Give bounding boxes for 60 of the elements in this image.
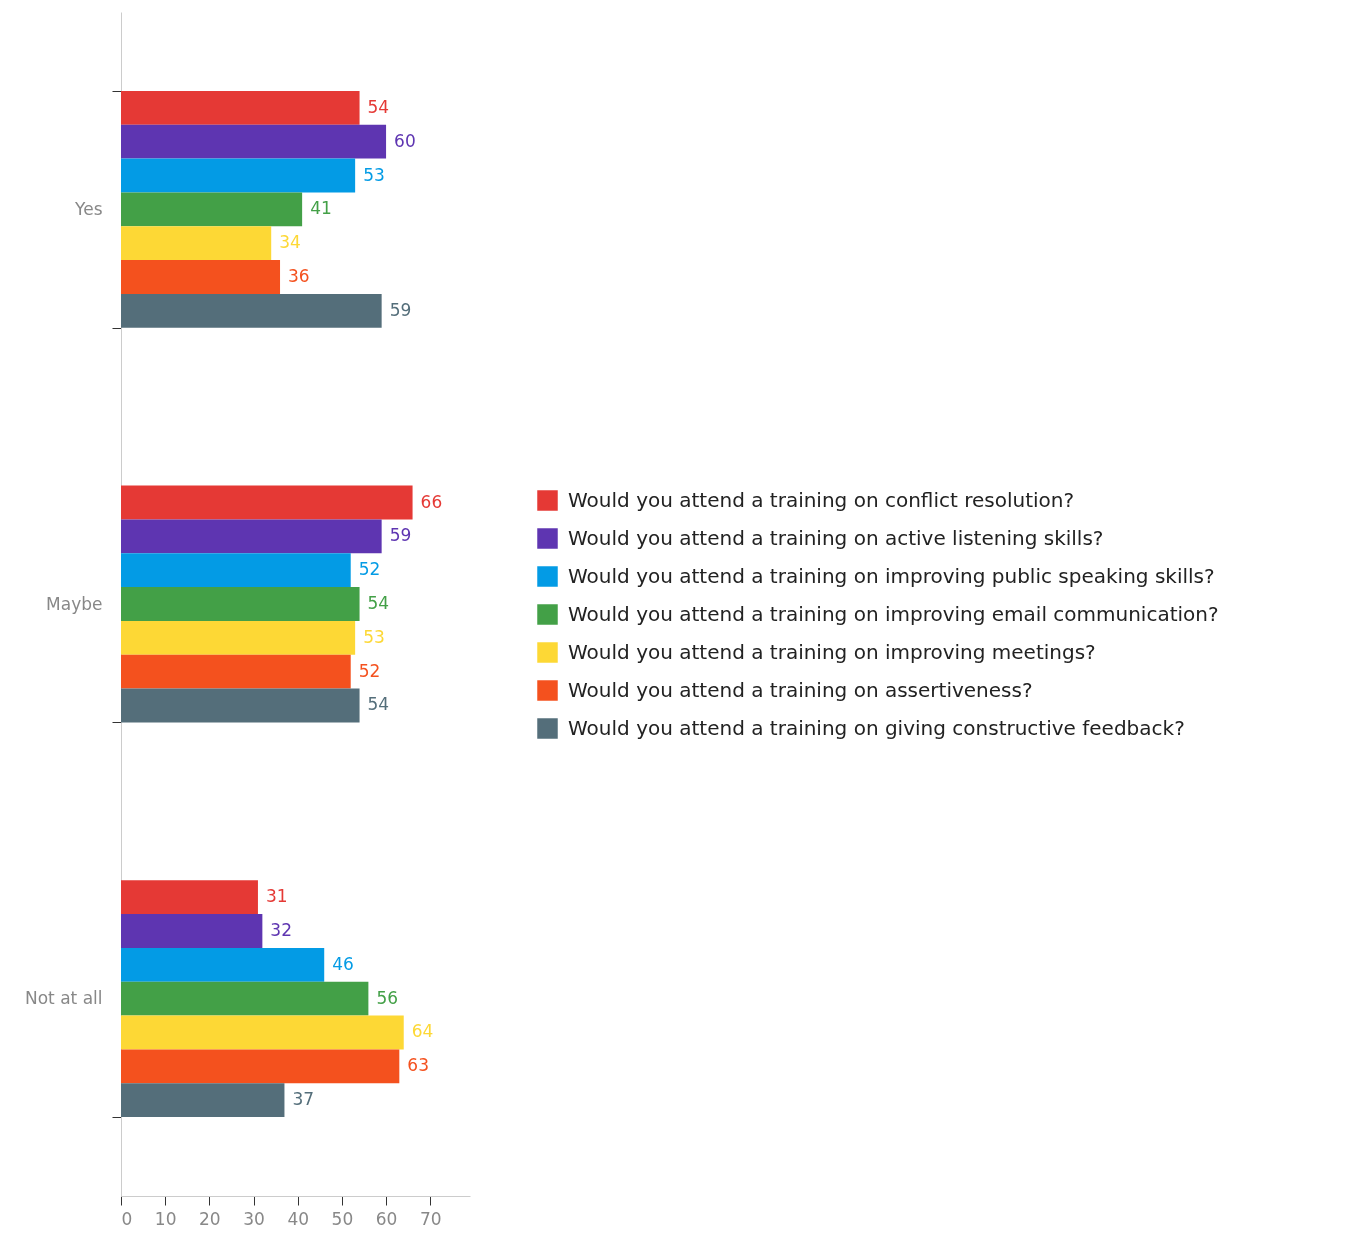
data-label: 52 [358, 660, 381, 681]
x-tick-label: 0 [121, 1208, 133, 1229]
x-tick-label: 10 [154, 1208, 177, 1229]
x-tick-label: 40 [287, 1208, 310, 1229]
legend-label: Would you attend a training on conflict resolution? [568, 487, 1075, 512]
bar [121, 1083, 285, 1118]
data-label: 60 [394, 130, 416, 151]
data-label: 63 [407, 1055, 429, 1076]
x-tick-label: 20 [199, 1208, 221, 1229]
data-label: 34 [279, 232, 301, 253]
data-label: 59 [389, 525, 412, 546]
legend-label: Would you attend a training on improving meetings? [568, 639, 1096, 664]
bar [121, 124, 387, 159]
bar [121, 260, 281, 294]
bar [121, 947, 325, 982]
bar [121, 1015, 404, 1050]
data-label: 52 [358, 559, 381, 580]
data-label: 59 [389, 299, 412, 320]
bar [121, 90, 360, 125]
data-label: 32 [270, 920, 293, 941]
x-tick-label: 30 [243, 1208, 265, 1229]
bar [121, 981, 369, 1016]
bar [121, 192, 303, 227]
x-tick-label: 70 [419, 1208, 442, 1229]
bar [121, 914, 263, 948]
legend-label: Would you attend a training on active listening skills? [568, 525, 1104, 550]
data-label: 41 [310, 198, 332, 219]
bar [121, 519, 382, 554]
legend-label: Would you attend a training on improving email communication? [568, 601, 1219, 626]
data-label: 54 [367, 96, 390, 117]
bar [121, 880, 258, 915]
bar [121, 654, 351, 689]
x-tick-label: 50 [331, 1208, 354, 1229]
data-label: 53 [363, 164, 385, 185]
legend-label: Would you attend a training on giving constructive feedback? [568, 715, 1185, 740]
bar [121, 226, 272, 261]
data-label: 36 [288, 265, 310, 286]
x-tick-label: 60 [375, 1208, 398, 1229]
data-label: 54 [367, 694, 390, 715]
data-label: 37 [292, 1089, 315, 1110]
bar [121, 158, 356, 193]
data-label: 56 [376, 987, 399, 1008]
bar [121, 620, 356, 655]
bar [121, 293, 382, 328]
legend-label: Would you attend a training on improving public speaking skills? [568, 563, 1215, 588]
data-label: 54 [367, 593, 390, 613]
bar [121, 587, 360, 621]
y-tick-label: Not at all [24, 988, 103, 1009]
y-tick-label: Maybe [46, 593, 103, 614]
data-label: 31 [265, 886, 288, 907]
bar [121, 553, 351, 588]
y-tick-label: Yes [74, 198, 103, 219]
bar [121, 1049, 400, 1084]
legend-label: Would you attend a training on assertiveness? [568, 677, 1033, 702]
data-label: 66 [420, 491, 443, 512]
data-label: 53 [363, 626, 385, 647]
data-label: 64 [411, 1021, 434, 1042]
bar [121, 688, 360, 723]
bar [121, 485, 413, 520]
data-label: 46 [332, 953, 354, 974]
